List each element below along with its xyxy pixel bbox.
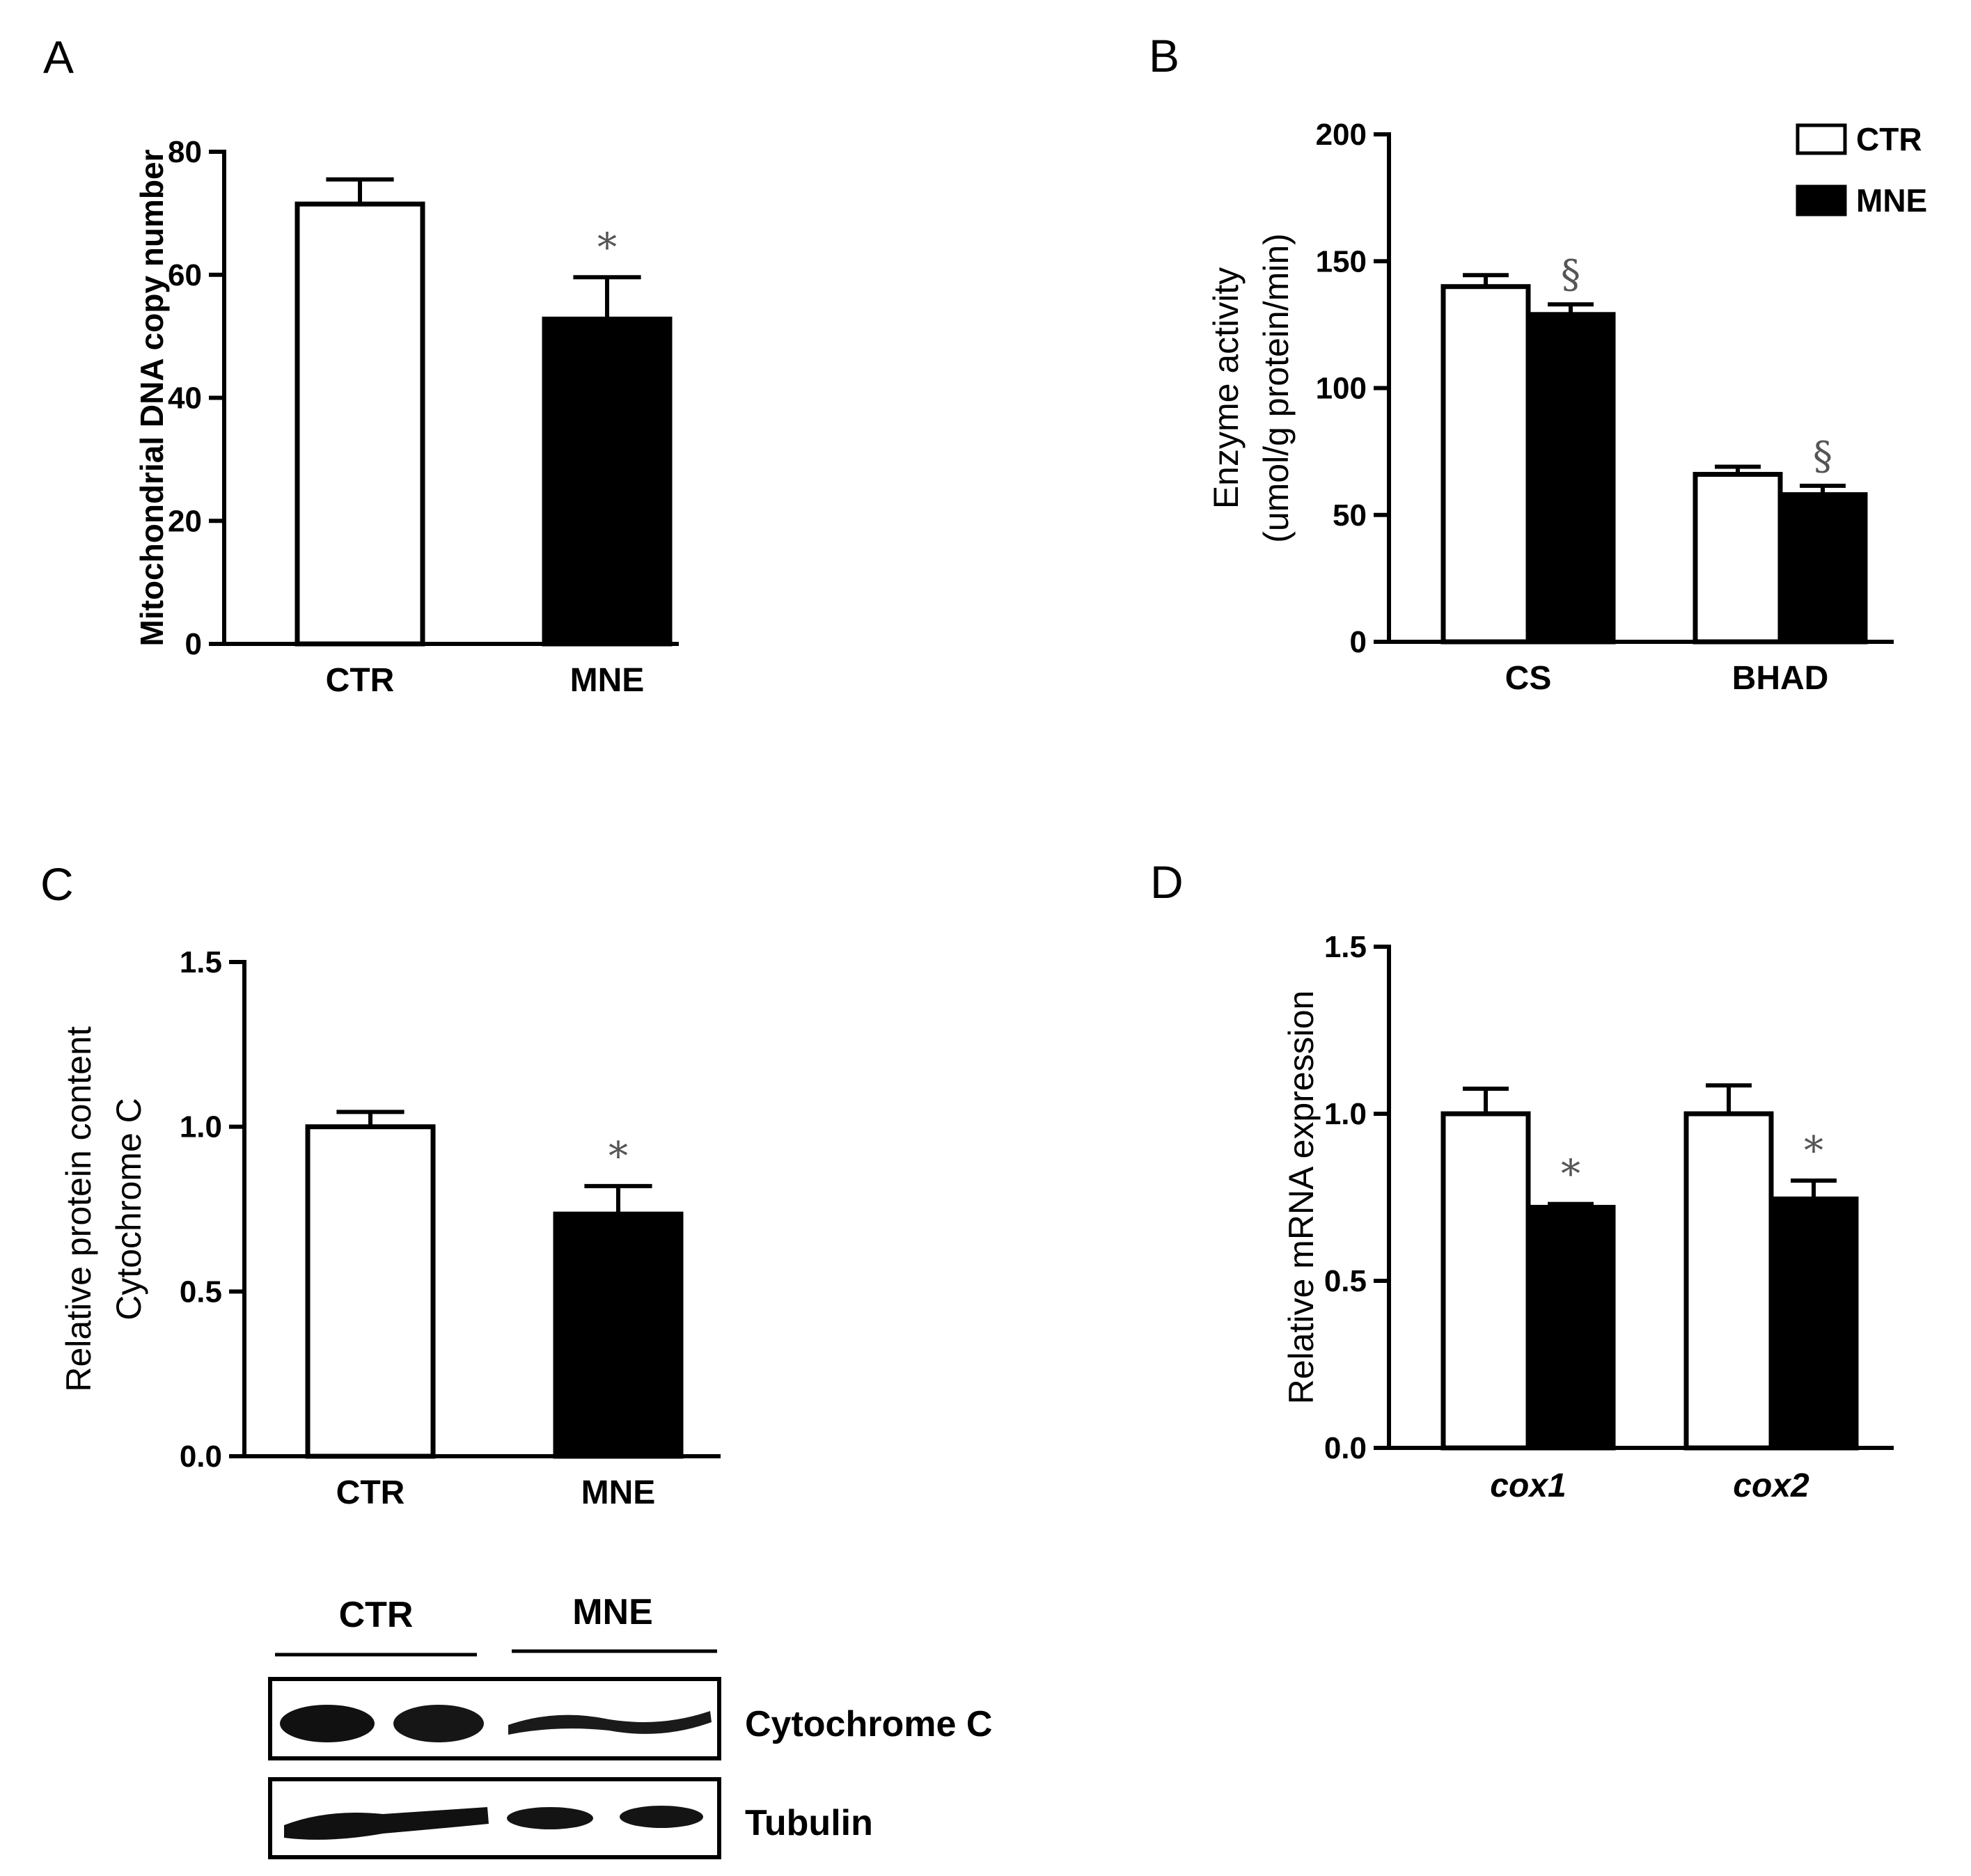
blot-band [507, 1807, 593, 1829]
panel-letter: C [40, 858, 74, 910]
x-tick-label: MNE [570, 662, 645, 699]
y-tick-label: 40 [168, 381, 202, 416]
x-tick-label: CS [1505, 660, 1552, 697]
y-tick-label: 100 [1316, 372, 1367, 406]
y-tick-label: 60 [168, 258, 202, 292]
blot-band [284, 1807, 489, 1840]
bar [1768, 1196, 1859, 1451]
x-tick-label: CTR [336, 1474, 405, 1511]
y-tick-label: 150 [1316, 244, 1367, 278]
blot-group-label: CTR [339, 1595, 414, 1635]
western-blot: CTR MNE Cytochrome C Tubulin [268, 1592, 992, 1859]
y-tick-label: 1.0 [180, 1110, 222, 1144]
significance-marker: * [608, 1134, 628, 1179]
y-tick-label: 1.0 [1324, 1097, 1367, 1131]
significance-marker: * [1804, 1128, 1823, 1174]
blot-row-label: Tubulin [745, 1803, 873, 1843]
y-tick-label: 0.0 [1324, 1431, 1367, 1465]
bar [1693, 471, 1783, 645]
bar [1440, 1111, 1531, 1451]
blot-row-label: Cytochrome C [745, 1704, 992, 1744]
y-axis-title: (umol/g protein/min) [1257, 233, 1296, 543]
bar [1683, 1111, 1774, 1451]
bar [1440, 284, 1531, 645]
y-axis-title: Mitochondrial DNA copy number [134, 149, 170, 646]
blot-band [620, 1806, 703, 1828]
blot-band [280, 1705, 375, 1742]
significance-marker: * [597, 225, 617, 270]
y-tick-label: 1.5 [1324, 930, 1367, 964]
legend-label: CTR [1856, 121, 1922, 157]
y-tick-label: 20 [168, 504, 202, 538]
bar [553, 1211, 684, 1459]
x-tick-label: cox1 [1490, 1467, 1566, 1504]
y-tick-label: 0.5 [180, 1275, 222, 1309]
y-tick-label: 50 [1333, 498, 1367, 533]
panel-b: B 0 50 100 150 200 Enzyme activity (umol/g prot… [1149, 30, 1927, 697]
y-tick-label: 80 [168, 135, 202, 169]
panel-letter: D [1150, 856, 1184, 908]
significance-marker: * [1561, 1152, 1580, 1197]
y-axis-title: Relative mRNA expression [1282, 991, 1321, 1405]
bar [295, 201, 425, 647]
bar [305, 1124, 436, 1459]
blot-band [393, 1705, 484, 1742]
panel-c: C 0.0 0.5 1.0 1.5 Relative protein content Cyt… [40, 858, 721, 1511]
legend-swatch [1796, 184, 1847, 216]
bar [1525, 312, 1616, 645]
y-tick-label: 1.5 [180, 945, 222, 979]
x-tick-label: BHAD [1732, 660, 1829, 697]
significance-marker: § [1561, 252, 1580, 297]
y-axis-title: Enzyme activity [1207, 267, 1246, 509]
x-tick-label: CTR [326, 662, 395, 699]
significance-marker: § [1813, 434, 1832, 479]
y-tick-label: 0.5 [1324, 1264, 1367, 1298]
bar [1777, 492, 1868, 645]
y-tick-label: 0.0 [180, 1440, 222, 1474]
y-tick-label: 0 [1350, 625, 1367, 659]
x-tick-label: cox2 [1733, 1467, 1809, 1504]
blot-band [508, 1711, 712, 1735]
y-tick-label: 0 [185, 627, 202, 661]
y-tick-label: 200 [1316, 118, 1367, 152]
panel-letter: A [43, 31, 74, 83]
legend-swatch [1796, 123, 1847, 155]
y-axis-title: Cytochrome C [109, 1098, 148, 1321]
legend-label: MNE [1856, 182, 1927, 219]
bar [542, 316, 673, 647]
bar [1525, 1204, 1616, 1451]
blot-group-label: MNE [572, 1592, 653, 1632]
y-axis-title: Relative protein content [59, 1026, 98, 1392]
panel-letter: B [1149, 30, 1179, 81]
x-tick-label: MNE [581, 1474, 656, 1511]
